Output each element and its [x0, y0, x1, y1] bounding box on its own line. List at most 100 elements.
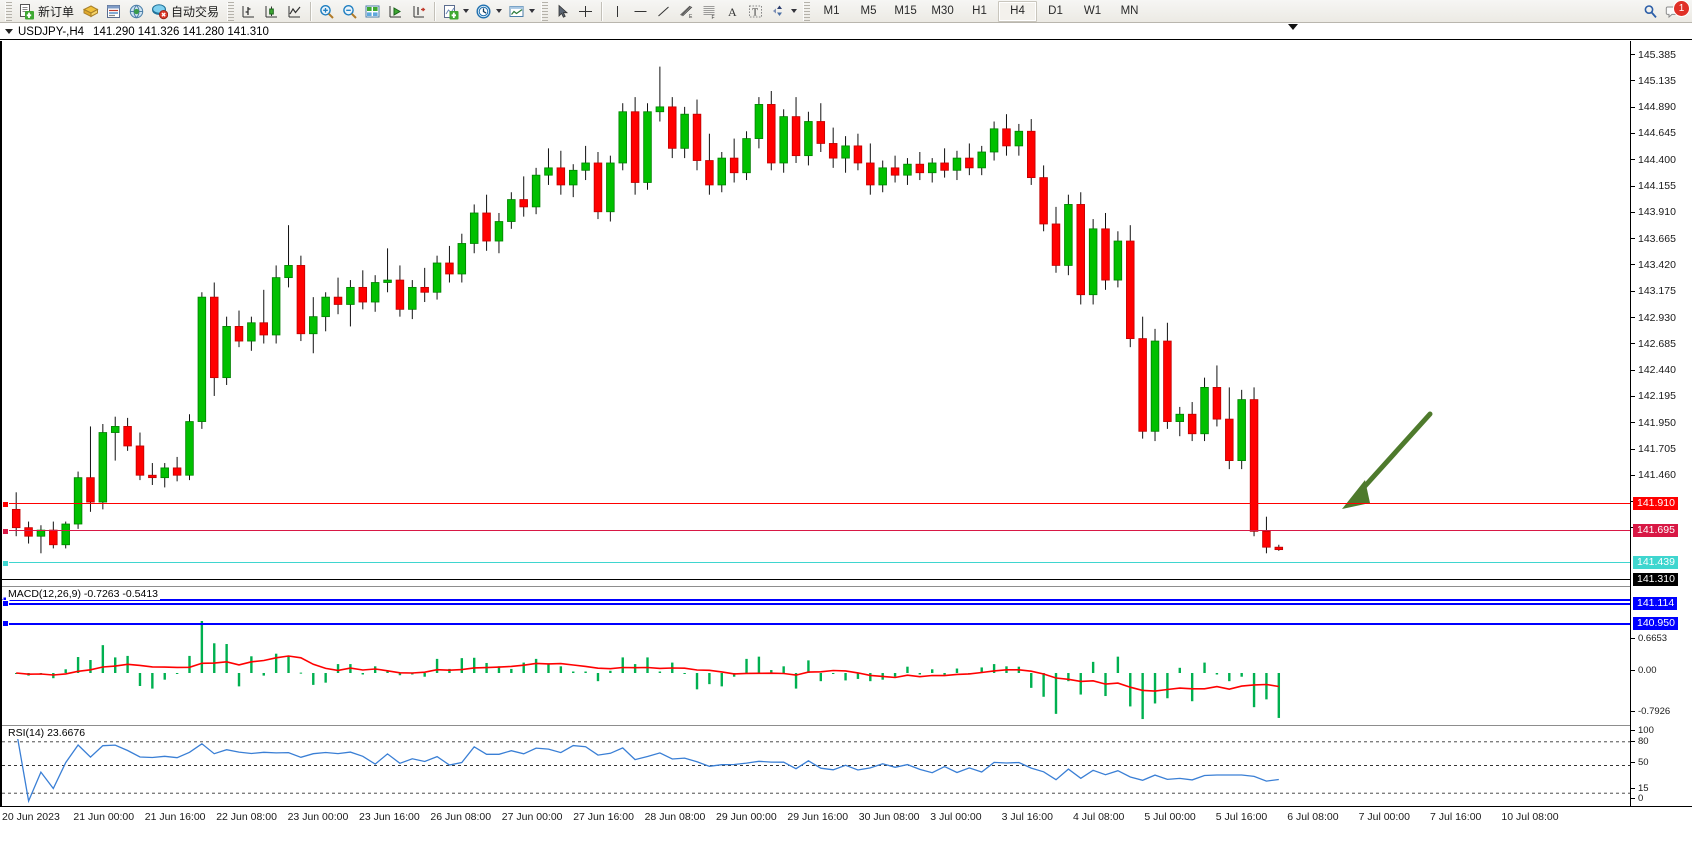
- rsi-tick: 15: [1631, 783, 1692, 794]
- price-tick: 141.705: [1631, 443, 1692, 455]
- price-label-141114[interactable]: 141.114: [1633, 597, 1678, 610]
- chart-menu-arrow-icon[interactable]: [5, 29, 13, 34]
- toolbar-grip-4[interactable]: [803, 1, 811, 21]
- timeframe-w1[interactable]: W1: [1083, 5, 1102, 17]
- price-tick: 145.385: [1631, 49, 1692, 61]
- arrows-button[interactable]: [767, 1, 800, 22]
- rsi-pane[interactable]: RSI(14) 23.6676: [2, 725, 1630, 806]
- navigator-button[interactable]: [125, 1, 148, 22]
- price-label-141439[interactable]: 141.439: [1633, 556, 1678, 569]
- new-order-button[interactable]: 新订单: [15, 1, 79, 22]
- arrows-icon: [770, 3, 787, 20]
- search-button[interactable]: [1639, 1, 1662, 22]
- vertical-line-button[interactable]: [606, 1, 629, 22]
- terminal-button[interactable]: [79, 1, 102, 22]
- new-order-label: 新订单: [38, 4, 75, 19]
- timeframe-h4[interactable]: H4: [998, 0, 1038, 22]
- level-handle-141439[interactable]: [2, 560, 9, 567]
- horizontal-line-button[interactable]: [629, 1, 652, 22]
- svg-text:T: T: [752, 7, 758, 18]
- equidistant-channel-button[interactable]: E: [675, 1, 698, 22]
- level-line-140950[interactable]: [2, 623, 1630, 625]
- trendline-button[interactable]: [652, 1, 675, 22]
- text-label-button[interactable]: T: [744, 1, 767, 22]
- bar-chart-button[interactable]: [237, 1, 260, 22]
- auto-scroll-button[interactable]: [384, 1, 407, 22]
- notifications-button[interactable]: 1: [1662, 0, 1690, 22]
- level-handle-141695[interactable]: [2, 528, 9, 535]
- zoom-out-icon: [341, 3, 358, 20]
- chart-scroll-marker-icon: [1288, 24, 1298, 30]
- arrows-dropdown-arrow[interactable]: [791, 9, 798, 13]
- price-tick: 143.665: [1631, 233, 1692, 245]
- level-line-141910[interactable]: [2, 503, 1630, 504]
- macd-pane[interactable]: MACD(12,26,9) -0.7263 -0.5413: [2, 586, 1630, 725]
- toolbar-grip-3[interactable]: [541, 1, 549, 21]
- zoom-out-button[interactable]: [338, 1, 361, 22]
- chart-shift-end-icon: [410, 3, 427, 20]
- horizontal-line-icon: [632, 3, 649, 20]
- rsi-label: RSI(14) 23.6676: [6, 727, 88, 739]
- price-tick: 144.645: [1631, 127, 1692, 139]
- zoom-in-button[interactable]: [315, 1, 338, 22]
- fibonacci-icon: F: [701, 3, 718, 20]
- price-tick: 143.175: [1631, 285, 1692, 297]
- price-tick: 143.910: [1631, 206, 1692, 218]
- svg-text:F: F: [712, 15, 715, 20]
- time-tick: 29 Jun 00:00: [716, 811, 777, 823]
- zoom-in-icon: [318, 3, 335, 20]
- indicators-button[interactable]: [439, 1, 472, 22]
- time-axis[interactable]: 20 Jun 2023 21 Jun 00:00 21 Jun 16:00 22 Ju…: [0, 806, 1692, 848]
- annotation-arrow-icon[interactable]: [1332, 406, 1442, 521]
- timeframe-mn[interactable]: MN: [1120, 5, 1139, 17]
- time-tick: 30 Jun 08:00: [858, 811, 920, 823]
- level-handle-140950[interactable]: [2, 620, 9, 627]
- fibonacci-button[interactable]: F: [698, 1, 721, 22]
- autotrading-button[interactable]: 自动交易: [148, 1, 224, 22]
- templates-button[interactable]: [505, 1, 538, 22]
- level-line-141695[interactable]: [2, 530, 1630, 531]
- candlestick-chart-button[interactable]: [260, 1, 283, 22]
- text-icon: A: [724, 3, 741, 20]
- level-handle-141910[interactable]: [2, 501, 9, 508]
- text-button[interactable]: A: [721, 1, 744, 22]
- templates-dropdown-arrow[interactable]: [529, 9, 536, 13]
- level-line-141114[interactable]: [2, 603, 1630, 605]
- timeframe-m30[interactable]: M30: [931, 5, 954, 17]
- level-line-141439[interactable]: [2, 562, 1630, 563]
- price-label-141695[interactable]: 141.695: [1633, 524, 1678, 537]
- time-tick: 5 Jul 16:00: [1215, 811, 1268, 823]
- timeframe-d1[interactable]: D1: [1048, 5, 1063, 17]
- indicators-dropdown-arrow[interactable]: [463, 9, 470, 13]
- time-tick: 6 Jul 08:00: [1287, 811, 1339, 823]
- add-indicator-icon: [442, 3, 459, 20]
- trendline-icon: [655, 3, 672, 20]
- price-label-141910[interactable]: 141.910: [1633, 497, 1678, 510]
- price-label-140950[interactable]: 140.950: [1633, 617, 1678, 630]
- level-handle-141114[interactable]: [2, 600, 9, 607]
- period-button[interactable]: [472, 1, 505, 22]
- toolbar-grip[interactable]: [5, 1, 12, 21]
- period-dropdown-arrow[interactable]: [496, 9, 503, 13]
- crosshair-tool-button[interactable]: [574, 1, 597, 22]
- line-chart-button[interactable]: [283, 1, 306, 22]
- data-window-button[interactable]: [102, 1, 125, 22]
- price-tick: 145.135: [1631, 75, 1692, 87]
- chart-canvas[interactable]: MACD(12,26,9) -0.7263 -0.5413 RSI(14) 23…: [0, 41, 1630, 806]
- time-tick: 27 Jun 00:00: [501, 811, 563, 823]
- timeframe-m15[interactable]: M15: [894, 5, 917, 17]
- chart-shift-end-button[interactable]: [407, 1, 430, 22]
- timeframe-m1[interactable]: M1: [823, 5, 840, 17]
- chart-shift-button[interactable]: [361, 1, 384, 22]
- price-tick: 143.420: [1631, 259, 1692, 271]
- search-icon: [1642, 3, 1659, 20]
- price-tick: 144.400: [1631, 154, 1692, 166]
- price-label-last: 141.310: [1633, 573, 1678, 586]
- macd-series: [2, 596, 1630, 720]
- toolbar-grip-2[interactable]: [227, 1, 235, 21]
- macd-label: MACD(12,26,9) -0.7263 -0.5413: [6, 588, 160, 600]
- price-axis[interactable]: 145.385 145.135 144.890 144.645 144.400 144.1…: [1630, 41, 1692, 806]
- timeframe-m5[interactable]: M5: [860, 5, 877, 17]
- timeframe-h1[interactable]: H1: [972, 5, 987, 17]
- cursor-tool-button[interactable]: [551, 1, 574, 22]
